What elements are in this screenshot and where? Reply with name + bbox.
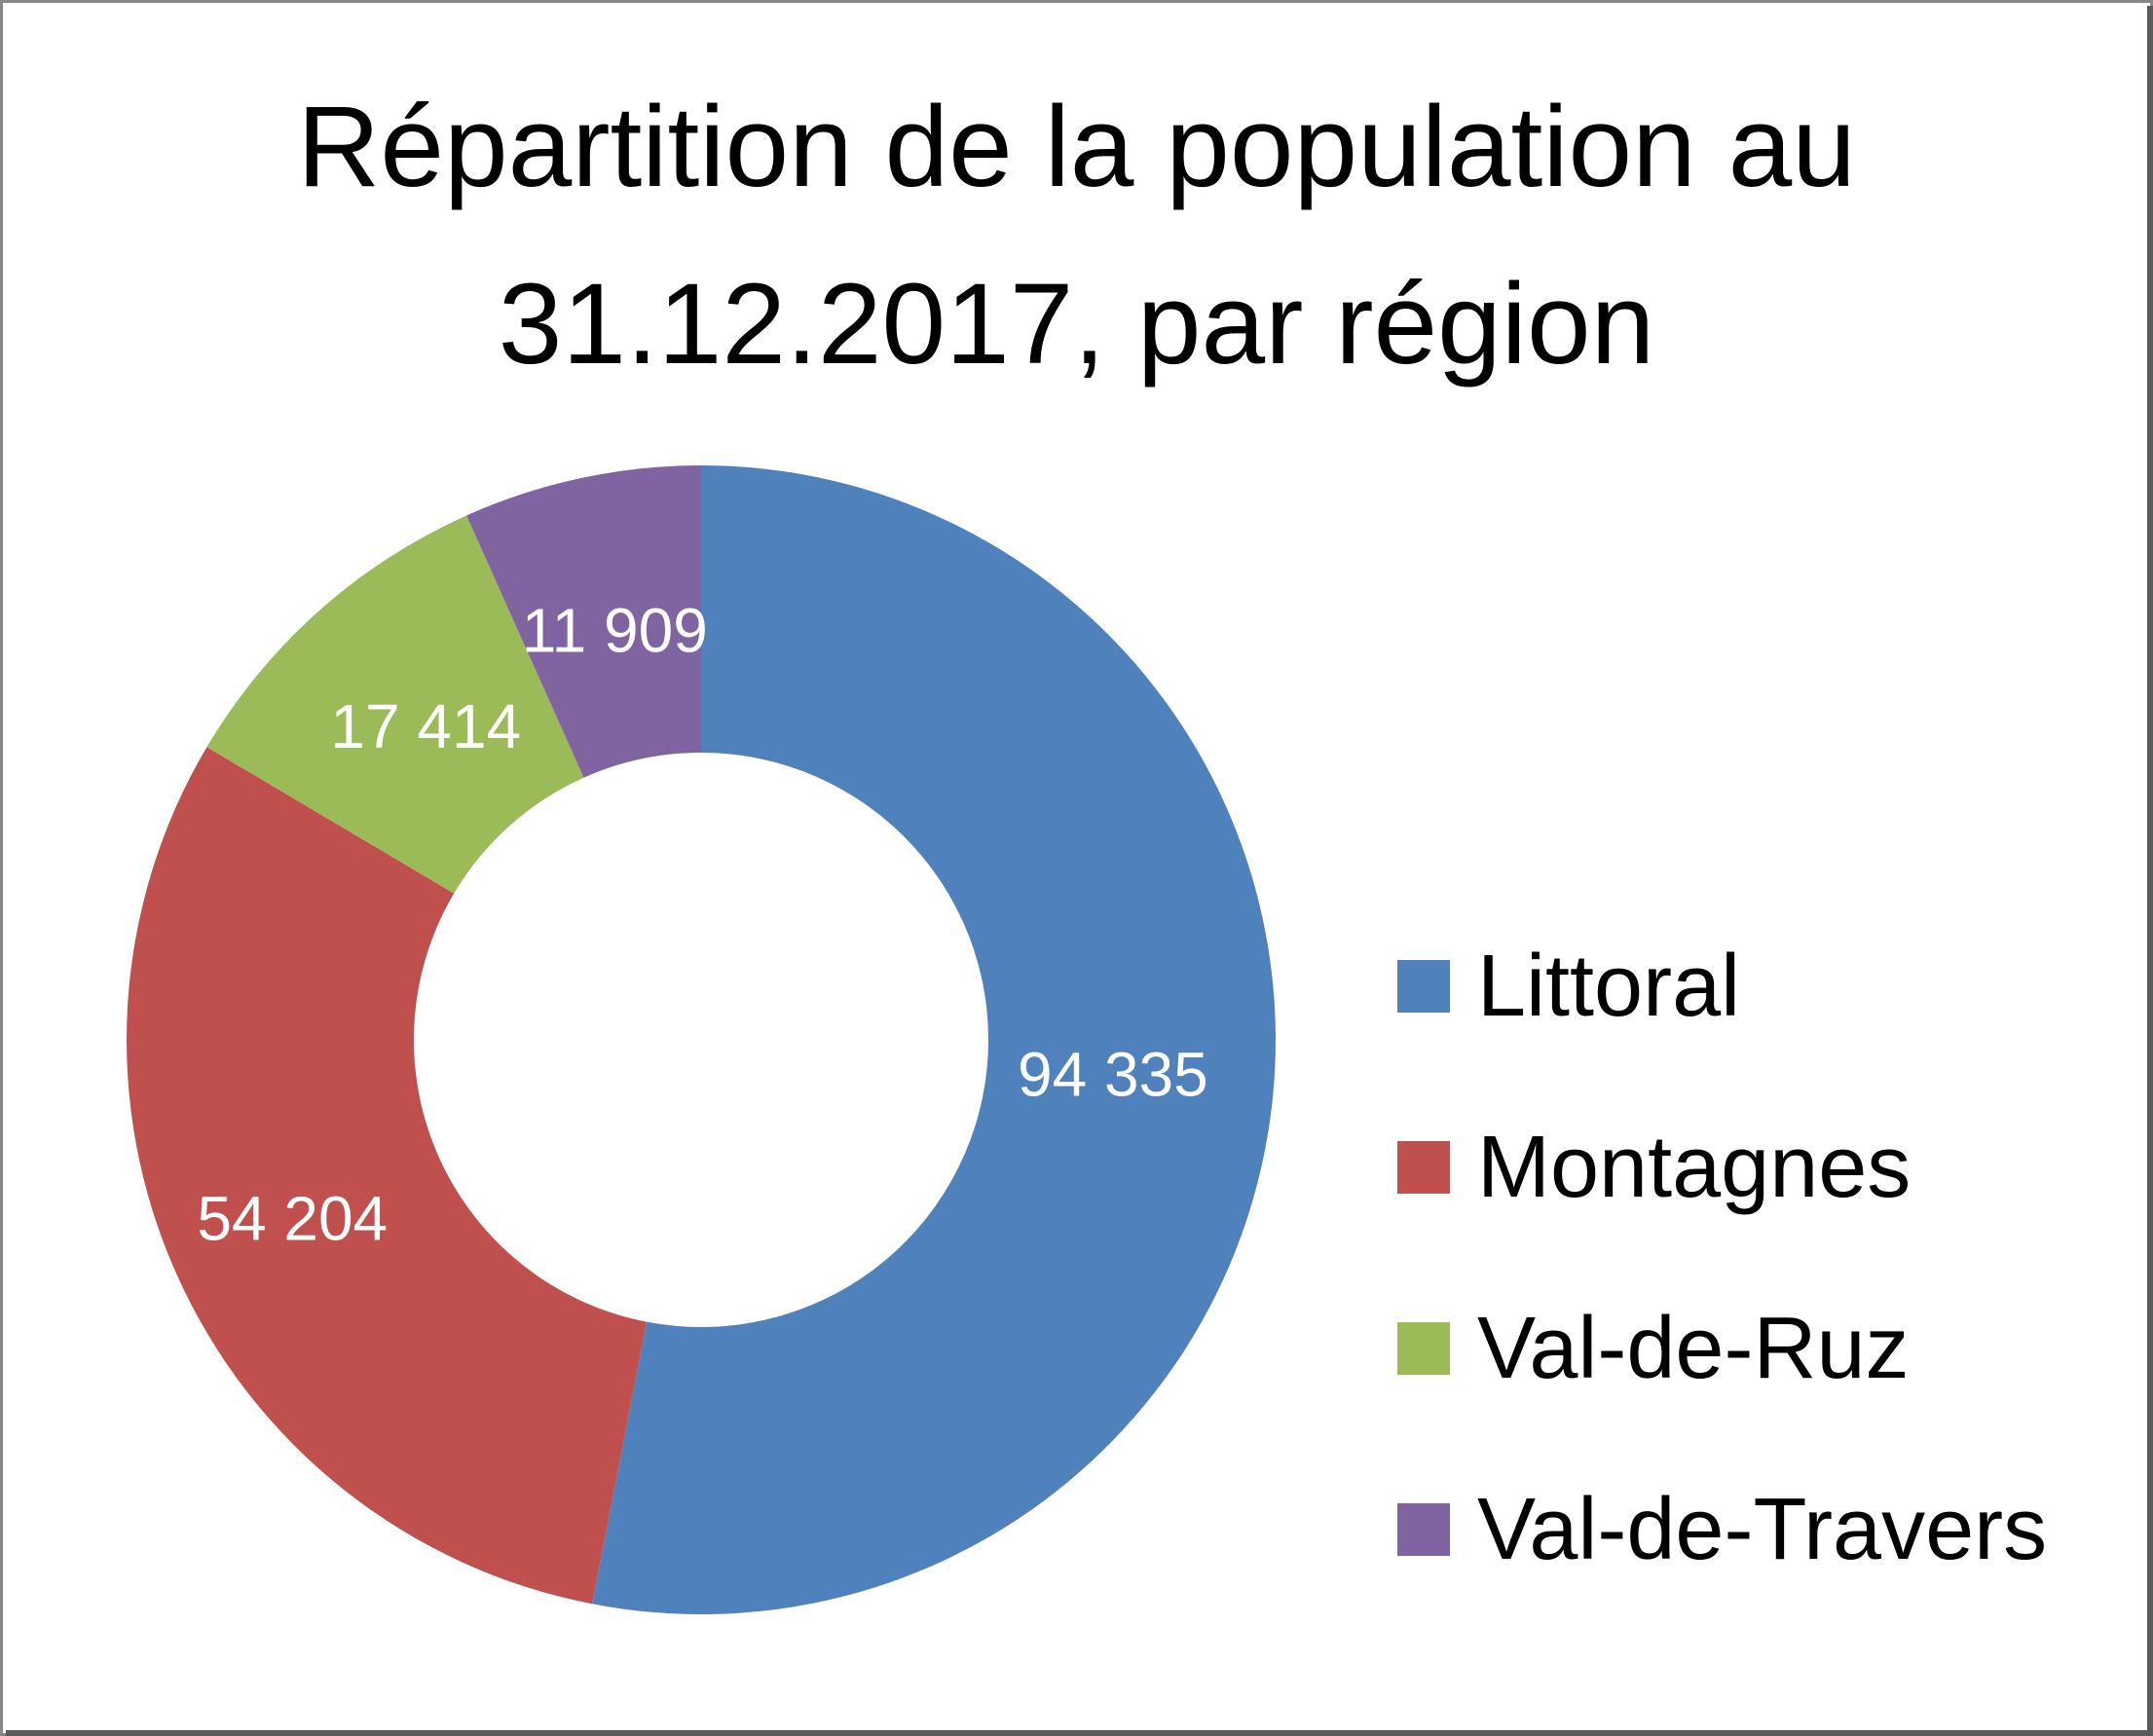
data-label-littoral: 94 335 [1018,1039,1208,1109]
legend-label-montagnes: Montagnes [1477,1118,1912,1216]
data-label-val-de-travers: 11 909 [522,595,708,665]
legend-item-littoral: Littoral [1397,896,2047,1077]
data-label-val-de-ruz: 17 414 [330,691,521,761]
donut-slice-montagnes [126,747,648,1605]
legend-item-montagnes: Montagnes [1397,1077,2047,1258]
legend-label-val-de-travers: Val-de-Travers [1477,1480,2048,1578]
legend-label-val-de-ruz: Val-de-Ruz [1477,1299,1910,1397]
data-label-montagnes: 54 204 [197,1184,388,1254]
chart-title-line-1: Répartition de la population au [297,83,1856,211]
donut-slice-val-de-ruz [206,515,584,894]
legend-swatch-val-de-travers [1397,1503,1450,1556]
legend-item-val-de-travers: Val-de-Travers [1397,1439,2047,1620]
chart-legend: Littoral Montagnes Val-de-Ruz Val-de-Tra… [1397,896,2047,1620]
donut-slice-val-de-travers [466,465,701,778]
chart-title-line-2: 31.12.2017, par région [498,260,1655,388]
legend-item-val-de-ruz: Val-de-Ruz [1397,1258,2047,1439]
chart-title: Répartition de la population au 31.12.20… [0,58,2153,413]
legend-swatch-montagnes [1397,1141,1450,1194]
legend-swatch-littoral [1397,960,1450,1013]
legend-swatch-val-de-ruz [1397,1322,1450,1375]
donut-slice-littoral [592,465,1276,1614]
donut-slices [126,465,1276,1614]
legend-label-littoral: Littoral [1477,937,1741,1035]
